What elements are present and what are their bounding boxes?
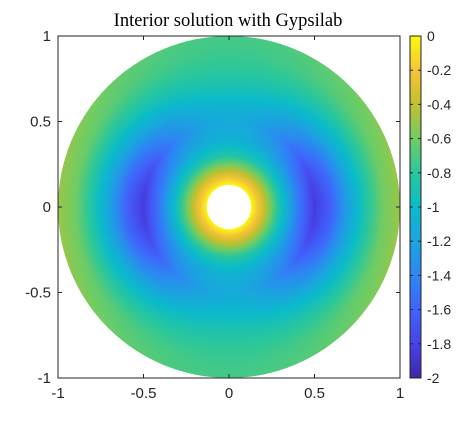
colorbar-tick-label: -0.2 xyxy=(427,62,451,78)
colorbar-tick-label: -1.4 xyxy=(427,267,451,283)
colorbar-tick-label: -0.4 xyxy=(427,96,451,112)
colorbar-tick-label: -2 xyxy=(427,370,440,386)
x-tick-label: -0.5 xyxy=(131,385,157,402)
colorbar-tick-label: -1 xyxy=(427,199,440,215)
x-tick-label: 0 xyxy=(225,385,233,402)
x-tick-label: -1 xyxy=(51,385,64,402)
x-tick-label: 1 xyxy=(396,385,404,402)
y-tick-label: -0.5 xyxy=(25,285,51,302)
x-axis: -1 -0.5 0 0.5 1 xyxy=(51,36,404,402)
y-tick-label: -1 xyxy=(38,370,51,387)
colorbar-ticks: 0 -0.2 -0.4 -0.6 -0.8 -1 -1.2 -1.4 -1.6 -1.8 -2 xyxy=(410,28,451,386)
y-tick-label: 0.5 xyxy=(30,114,51,131)
colorbar-tick-label: -0.8 xyxy=(427,165,451,181)
y-axis: 1 0.5 0 -0.5 -1 xyxy=(25,28,400,387)
plot-area xyxy=(58,36,400,378)
chart-title: Interior solution with Gypsilab xyxy=(114,11,343,31)
colorbar-tick-label: -0.6 xyxy=(427,131,451,147)
colorbar-tick-label: -1.2 xyxy=(427,233,451,249)
inner-hole xyxy=(206,184,252,230)
x-tick-label: 0.5 xyxy=(304,385,325,402)
colorbar-tick-label: 0 xyxy=(427,28,435,44)
colorbar-gradient xyxy=(410,36,421,378)
y-tick-label: 0 xyxy=(43,199,51,216)
y-tick-label: 1 xyxy=(43,28,51,45)
colorbar-tick-label: -1.8 xyxy=(427,336,451,352)
colorbar: 0 -0.2 -0.4 -0.6 -0.8 -1 -1.2 -1.4 -1.6 -1.8 -2 xyxy=(409,28,451,386)
colorbar-tick-label: -1.6 xyxy=(427,302,451,318)
